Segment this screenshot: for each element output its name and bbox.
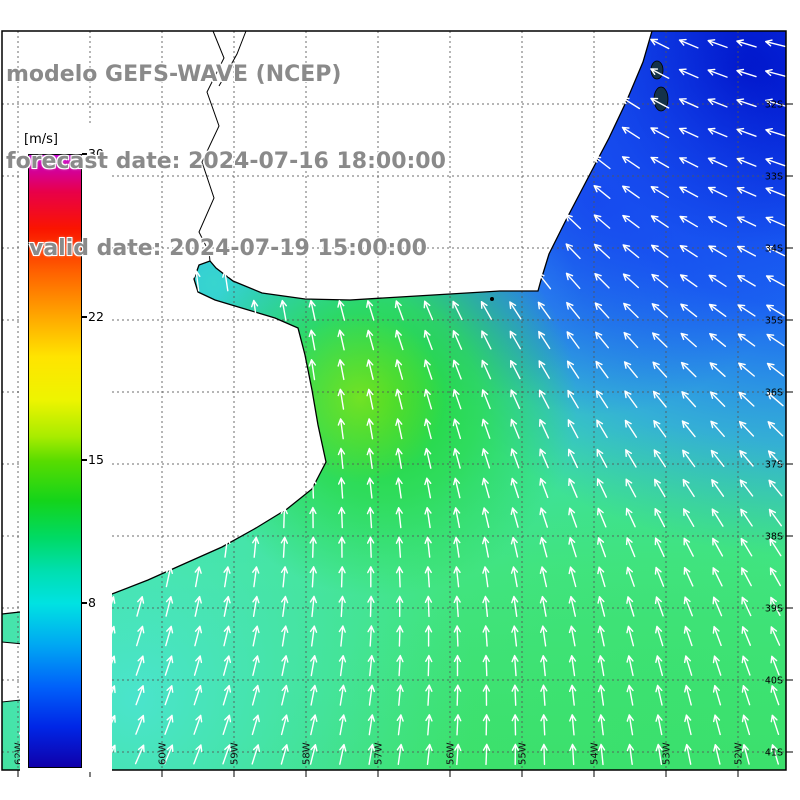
colorbar-tick-label: 22 [88,309,104,325]
forecast-date-line: forecast date: 2024-07-16 18:00:00 [6,149,446,174]
valid-date-line: valid date: 2024-07-19 15:00:00 [6,236,427,261]
lat-label: 40S [765,676,783,687]
colorbar-unit-label: [m/s] [24,132,58,147]
plot-title-block: modelo GEFS-WAVE (NCEP) forecast date: 2… [6,2,446,321]
lon-label: 53W [662,742,673,765]
lat-label: 39S [765,604,783,615]
lat-label: 32S [765,100,783,111]
lon-label: 60W [158,742,169,765]
lon-label: 55W [518,742,529,765]
frame-layer [1,30,793,777]
colorbar-tick-mark [82,316,87,318]
coastline [1,30,653,615]
lon-label: 58W [302,742,313,765]
river-border-fork [218,30,247,87]
map-frame [1,30,787,771]
colorbar-gradient [28,154,82,768]
lat-label: 41S [765,748,783,759]
river-border-line [198,30,225,262]
colorbar-tick-mark [82,602,87,604]
lon-label: 56W [446,742,457,765]
islet [490,297,494,301]
lon-label: 57W [374,742,385,765]
lat-label: 36S [765,388,783,399]
lon-label: 59W [230,742,241,765]
lon-label: 52W [734,742,745,765]
colorbar-tick-mark [82,459,87,461]
colorbar-tick-label: 30 [88,146,104,161]
lat-label: 34S [765,244,783,255]
lat-label: 38S [765,532,783,543]
colorbar: [m/s] 30 22 15 8 [20,126,112,772]
lon-label: 54W [590,742,601,765]
model-title: modelo GEFS-WAVE (NCEP) [6,62,342,87]
lon-label: 62W [14,742,25,765]
lat-label: 33S [765,172,783,183]
colorbar-tick-mark [82,153,87,155]
colorbar-tick-label: 8 [88,594,96,610]
lat-label: 35S [765,316,783,327]
lat-label: 37S [765,460,783,471]
colorbar-tick-label: 15 [88,452,104,467]
